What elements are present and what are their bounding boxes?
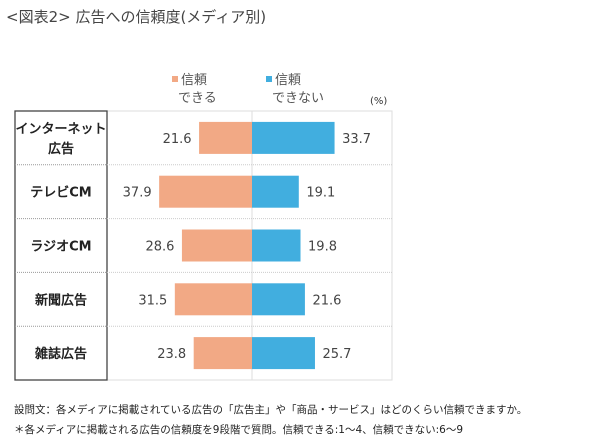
data-label: 19.8 <box>308 240 337 255</box>
bar-trusted <box>199 121 252 154</box>
data-label: 33.7 <box>342 132 371 147</box>
bar-untrusted <box>252 229 301 262</box>
category-label-frame <box>14 110 108 381</box>
method-note: ＊各メディアに掲載される広告の信頼度を9段階で質問。信頼できる:1～4、信頼でき… <box>14 424 464 436</box>
legend-label-1: できない <box>272 91 324 106</box>
bar-untrusted <box>252 121 335 154</box>
bar-trusted <box>159 175 252 208</box>
bar-untrusted <box>252 175 299 208</box>
data-label: 21.6 <box>312 293 341 308</box>
legend-label-1: 信頼 <box>275 73 301 88</box>
data-label: 31.5 <box>138 293 167 308</box>
question-note: 設問文：各メディアに掲載されている広告の「広告主」や「商品・サービス」はどのくら… <box>14 404 528 416</box>
category-label: ラジオCM <box>30 240 91 255</box>
bar-trusted <box>193 337 252 370</box>
page-title: <図表2> 広告への信頼度(メディア別) <box>6 8 267 26</box>
category-label: 広告 <box>48 141 74 157</box>
category-label: テレビCM <box>30 185 91 201</box>
legend-swatch-1 <box>266 76 272 82</box>
data-label: 28.6 <box>145 240 174 255</box>
legend-label-0: 信頼 <box>181 73 207 88</box>
legend-swatch-0 <box>172 76 178 82</box>
bar-untrusted <box>252 283 305 316</box>
data-label: 21.6 <box>163 132 192 147</box>
unit-label: (%) <box>370 96 387 107</box>
data-label: 25.7 <box>322 347 351 362</box>
category-label: 新聞広告 <box>35 292 87 308</box>
category-label: インターネット <box>15 122 106 137</box>
bar-trusted <box>174 283 252 316</box>
data-label: 23.8 <box>157 347 186 362</box>
bar-trusted <box>181 229 252 262</box>
bar-untrusted <box>252 337 315 370</box>
category-label: 雑誌広告 <box>34 346 87 362</box>
legend-label-0: できる <box>178 91 217 106</box>
data-label: 37.9 <box>123 186 152 201</box>
data-label: 19.1 <box>306 186 335 201</box>
